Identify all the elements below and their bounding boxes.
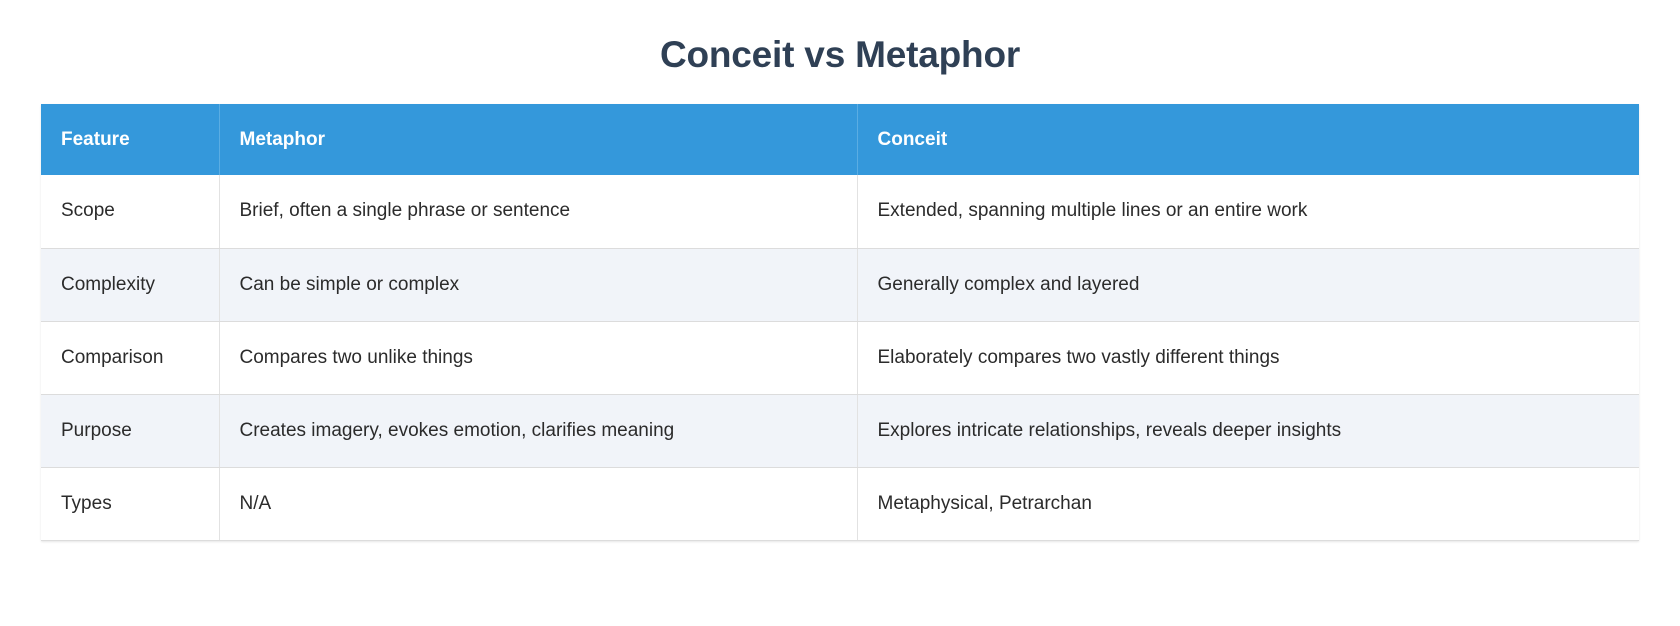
cell-conceit: Metaphysical, Petrarchan xyxy=(857,467,1639,541)
comparison-table-container: Feature Metaphor Conceit Scope Brief, of… xyxy=(41,104,1639,541)
cell-metaphor: Can be simple or complex xyxy=(219,248,858,322)
cell-metaphor: Brief, often a single phrase or sentence xyxy=(219,175,858,249)
cell-conceit: Elaborately compares two vastly differen… xyxy=(857,321,1639,395)
cell-feature: Comparison xyxy=(41,321,220,395)
cell-feature: Types xyxy=(41,467,220,541)
table-header: Feature Metaphor Conceit xyxy=(41,104,1639,175)
cell-conceit: Explores intricate relationships, reveal… xyxy=(857,394,1639,468)
page-title: Conceit vs Metaphor xyxy=(659,34,1021,75)
cell-metaphor: Creates imagery, evokes emotion, clarifi… xyxy=(219,394,858,468)
table-row: Types N/A Metaphysical, Petrarchan xyxy=(41,467,1639,541)
table-header-row: Feature Metaphor Conceit xyxy=(41,104,1639,175)
cell-metaphor: N/A xyxy=(219,467,858,541)
table-row: Scope Brief, often a single phrase or se… xyxy=(41,175,1639,249)
column-header-conceit: Conceit xyxy=(857,104,1639,175)
comparison-table: Feature Metaphor Conceit Scope Brief, of… xyxy=(41,104,1639,541)
cell-feature: Complexity xyxy=(41,248,220,322)
column-header-feature: Feature xyxy=(41,104,220,175)
table-row: Complexity Can be simple or complex Gene… xyxy=(41,248,1639,322)
table-row: Comparison Compares two unlike things El… xyxy=(41,321,1639,395)
cell-conceit: Generally complex and layered xyxy=(857,248,1639,322)
cell-conceit: Extended, spanning multiple lines or an … xyxy=(857,175,1639,249)
column-header-metaphor: Metaphor xyxy=(219,104,858,175)
table-body: Scope Brief, often a single phrase or se… xyxy=(41,175,1639,541)
cell-feature: Purpose xyxy=(41,394,220,468)
table-row: Purpose Creates imagery, evokes emotion,… xyxy=(41,394,1639,468)
cell-feature: Scope xyxy=(41,175,220,249)
cell-metaphor: Compares two unlike things xyxy=(219,321,858,395)
